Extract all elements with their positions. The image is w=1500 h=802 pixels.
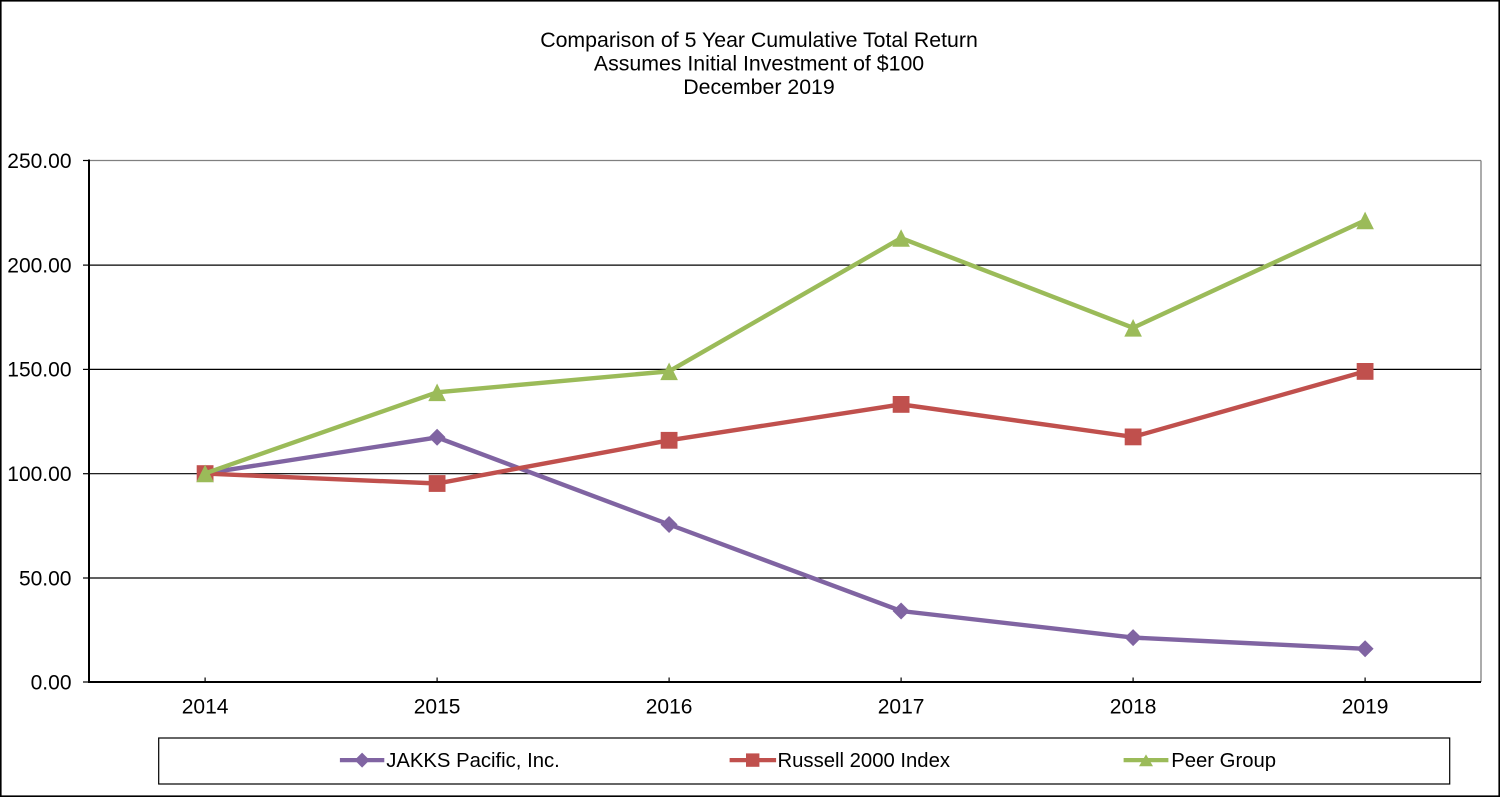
svg-text:Assumes Initial Investment of: Assumes Initial Investment of $100 [594, 52, 924, 76]
svg-text:2018: 2018 [1110, 695, 1157, 718]
svg-text:200.00: 200.00 [7, 254, 71, 277]
svg-text:100.00: 100.00 [7, 463, 71, 486]
svg-text:2014: 2014 [182, 695, 229, 718]
svg-text:50.00: 50.00 [19, 567, 72, 590]
svg-text:Peer Group: Peer Group [1171, 750, 1276, 772]
svg-text:Russell 2000 Index: Russell 2000 Index [778, 750, 951, 772]
svg-text:JAKKS Pacific, Inc.: JAKKS Pacific, Inc. [386, 750, 560, 772]
svg-text:0.00: 0.00 [31, 671, 72, 694]
svg-text:250.00: 250.00 [7, 150, 71, 173]
svg-text:2015: 2015 [414, 695, 461, 718]
svg-text:2019: 2019 [1342, 695, 1389, 718]
svg-text:2017: 2017 [878, 695, 925, 718]
svg-text:2016: 2016 [646, 695, 693, 718]
svg-text:150.00: 150.00 [7, 359, 71, 382]
svg-text:Comparison of 5 Year Cumulativ: Comparison of 5 Year Cumulative Total Re… [540, 28, 978, 52]
svg-text:December 2019: December 2019 [683, 75, 835, 99]
